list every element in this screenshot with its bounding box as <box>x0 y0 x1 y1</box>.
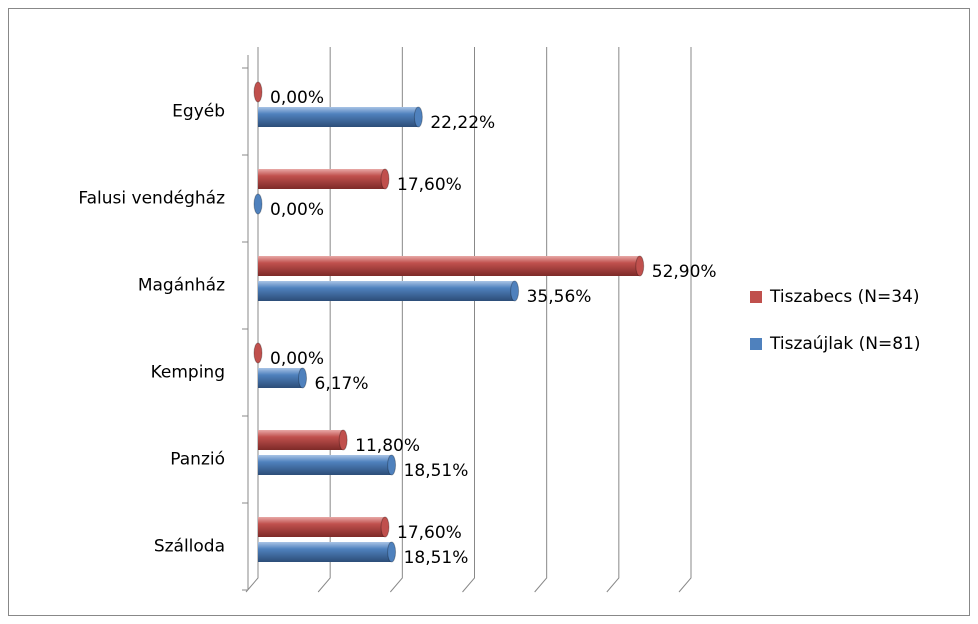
bar <box>258 281 515 301</box>
value-label: 11,80% <box>355 436 420 456</box>
legend-swatch <box>750 291 762 303</box>
y-tick-label: Szálloda <box>154 537 225 557</box>
value-label: 22,22% <box>430 113 495 133</box>
y-tick-label: Magánház <box>138 276 225 296</box>
value-label: 0,00% <box>270 349 324 369</box>
value-label: 17,60% <box>397 523 462 543</box>
bar-cap <box>253 81 263 103</box>
bar <box>258 430 344 450</box>
value-label: 6,17% <box>315 374 369 394</box>
grid-line <box>317 47 331 593</box>
bar <box>258 256 640 276</box>
bar-cap <box>253 342 263 364</box>
bar <box>258 517 386 537</box>
y-tick-label: Kemping <box>151 363 225 383</box>
legend-swatch <box>750 338 762 350</box>
y-tick-label: Egyéb <box>172 102 225 122</box>
bar <box>258 455 392 475</box>
grid-line <box>462 47 475 593</box>
bar-cap <box>387 541 397 563</box>
bar <box>258 368 303 388</box>
y-tick-label: Falusi vendégház <box>78 189 225 209</box>
bar-cap <box>298 367 308 389</box>
bar-cap <box>635 255 645 277</box>
bar <box>258 542 392 562</box>
bar-cap <box>380 516 390 538</box>
y-tick-label: Panzió <box>170 450 225 470</box>
value-label: 18,51% <box>404 461 469 481</box>
grid-line <box>606 47 620 593</box>
grid-line <box>245 47 259 593</box>
value-label: 17,60% <box>397 175 462 195</box>
bar-cap <box>253 193 263 215</box>
value-label: 0,00% <box>270 88 324 108</box>
bar <box>258 169 386 189</box>
grid-line <box>534 47 548 593</box>
bar <box>258 107 419 127</box>
bar-cap <box>380 168 390 190</box>
bar-cap <box>387 454 397 476</box>
bar-cap <box>510 280 520 302</box>
grid-line <box>678 47 692 593</box>
value-label: 18,51% <box>404 548 469 568</box>
legend-label: Tiszabecs (N=34) <box>769 287 920 307</box>
value-label: 52,90% <box>652 262 717 282</box>
bar-cap <box>413 106 423 128</box>
grid-line <box>389 47 403 593</box>
value-label: 35,56% <box>527 287 592 307</box>
legend-label: Tiszaújlak (N=81) <box>769 334 921 354</box>
bar-cap <box>338 429 348 451</box>
chart-frame <box>8 8 970 616</box>
value-label: 0,00% <box>270 200 324 220</box>
